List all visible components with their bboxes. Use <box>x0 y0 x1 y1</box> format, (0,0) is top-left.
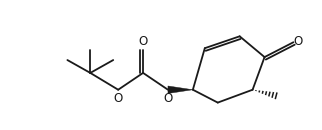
Text: O: O <box>138 35 148 48</box>
Text: O: O <box>163 92 173 105</box>
Polygon shape <box>168 86 193 93</box>
Text: O: O <box>294 35 303 48</box>
Text: O: O <box>114 92 123 105</box>
